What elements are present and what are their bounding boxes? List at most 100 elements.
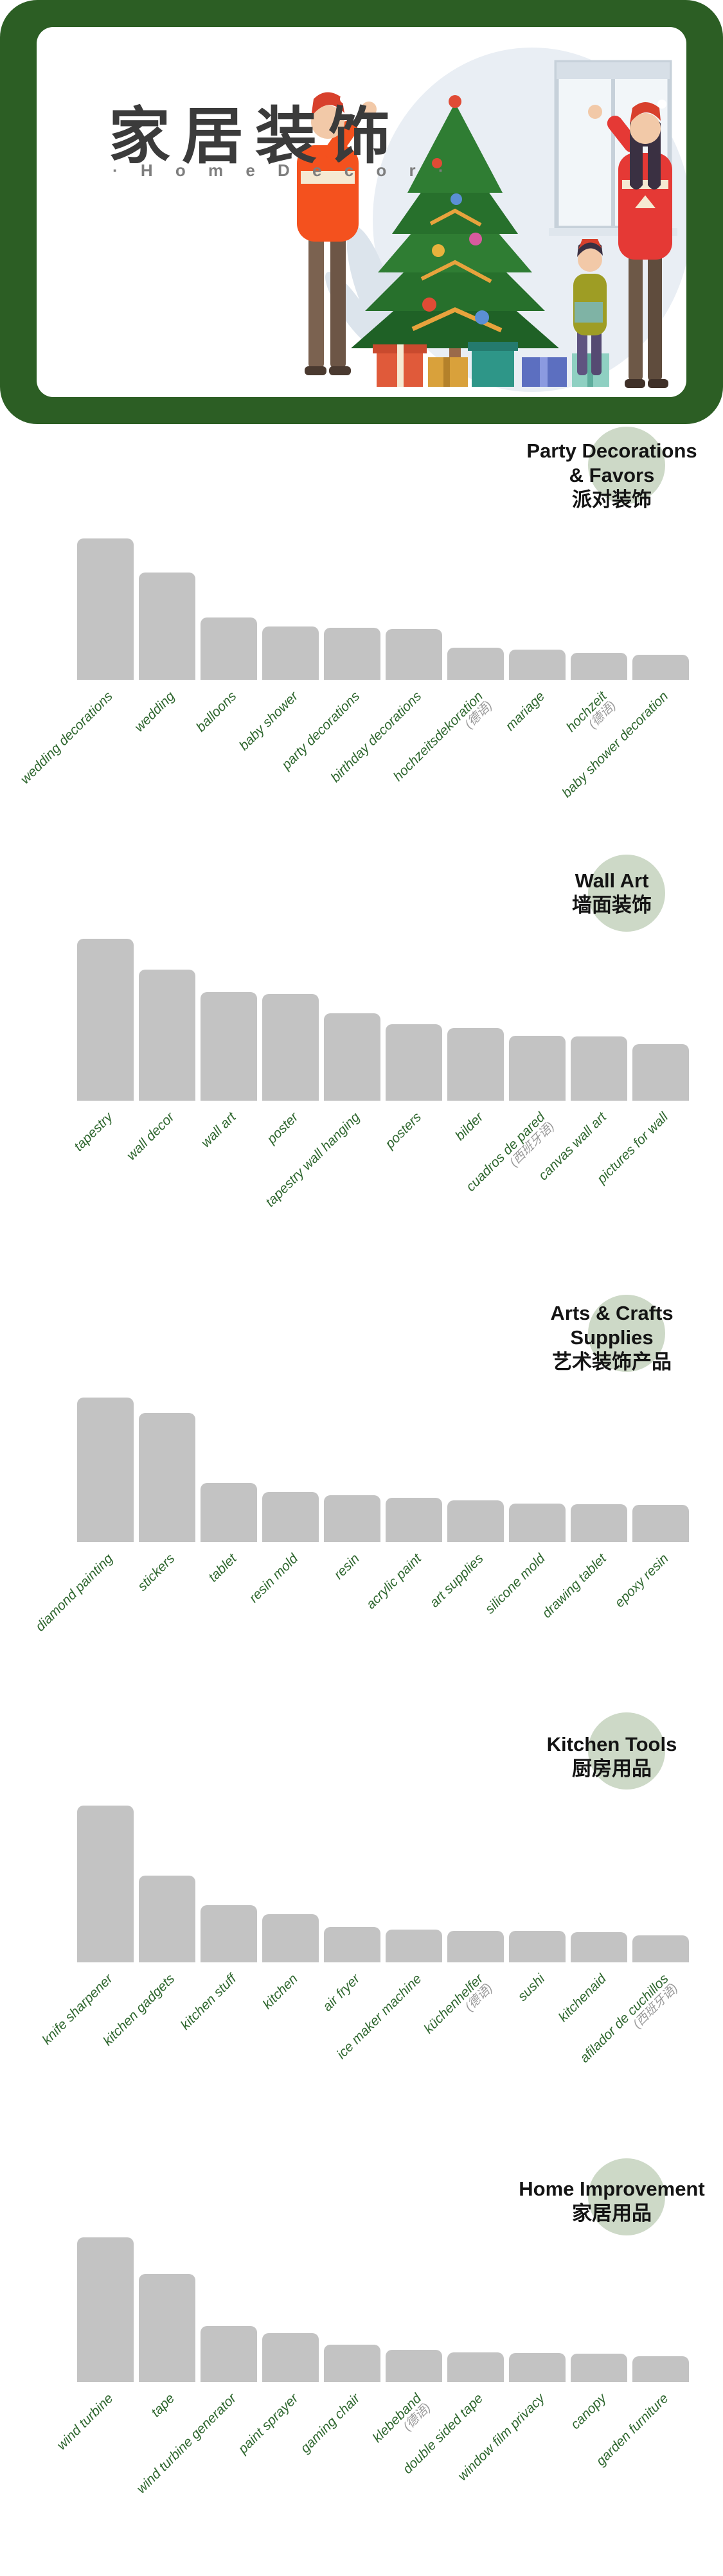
x-label-term: hochzeitsdekoration bbox=[390, 689, 486, 785]
x-label-term: birthday decorations bbox=[328, 689, 425, 785]
section-title-line: Kitchen Tools bbox=[546, 1733, 677, 1755]
bar bbox=[571, 653, 627, 680]
x-label-text: kitchen bbox=[260, 1971, 301, 2012]
x-label: balloons bbox=[0, 689, 240, 735]
bars-row-0 bbox=[77, 506, 689, 680]
section-title-3: Kitchen Tools 厨房用品 bbox=[470, 1732, 723, 1781]
section-title-2: Arts & Crafts Supplies 艺术装饰产品 bbox=[470, 1301, 723, 1374]
x-label-text: wind turbine bbox=[54, 2391, 116, 2453]
x-label-text: air fryer bbox=[320, 1971, 363, 2014]
x-label-term: pictures for wall bbox=[594, 1110, 672, 1187]
x-label-text: wind turbine generator bbox=[134, 2391, 239, 2496]
bar bbox=[201, 992, 257, 1101]
x-label-text: tapestry wall hanging bbox=[262, 1110, 362, 1210]
x-label-text: klebeband (德语) bbox=[370, 2391, 434, 2455]
x-label: wind turbine bbox=[0, 2391, 116, 2453]
bar bbox=[571, 1932, 627, 1962]
x-label-text: tape bbox=[148, 2391, 177, 2420]
x-label-text: epoxy resin bbox=[612, 1551, 671, 1610]
x-label-text: birthday decorations bbox=[328, 689, 424, 785]
gift-boxes-icon bbox=[373, 342, 609, 387]
x-label: stickers bbox=[0, 1551, 178, 1594]
x-label: baby shower decoration bbox=[391, 689, 671, 801]
x-label: resin mold bbox=[21, 1551, 301, 1606]
section-title-line: Wall Art bbox=[575, 869, 649, 892]
bar bbox=[447, 1500, 504, 1542]
x-label: wind turbine generator bbox=[0, 2391, 239, 2496]
x-label: kitchenaid bbox=[329, 1971, 609, 2025]
bars-row-2 bbox=[77, 1369, 689, 1542]
x-label-term: canopy bbox=[568, 2391, 610, 2433]
x-label-term: bilder bbox=[452, 1110, 486, 1144]
bar bbox=[139, 970, 195, 1101]
x-label: art supplies bbox=[206, 1551, 486, 1610]
x-label-term: wall art bbox=[198, 1110, 240, 1151]
x-label-text: baby shower bbox=[237, 689, 301, 754]
x-label: wall decor bbox=[0, 1110, 177, 1163]
section-title-line: Home Improvement bbox=[519, 2178, 705, 2200]
bar bbox=[447, 1028, 504, 1101]
x-label-term: cuadros de pared bbox=[463, 1110, 548, 1195]
x-label: canvas wall art bbox=[329, 1110, 609, 1183]
x-label-term: tablet bbox=[205, 1551, 240, 1585]
x-label-text: afilador de cuchillos (西班牙语) bbox=[577, 1971, 681, 2075]
man-figure-icon bbox=[297, 92, 377, 375]
x-label-term: resin bbox=[331, 1551, 363, 1583]
x-label-term: diamond painting bbox=[32, 1551, 116, 1635]
x-label-term: wedding bbox=[131, 689, 178, 735]
x-label-term: mariage bbox=[503, 689, 548, 734]
x-label-language-annotation: (德语) bbox=[462, 1981, 495, 2014]
x-label-text: poster bbox=[264, 1110, 301, 1147]
bar bbox=[632, 1044, 689, 1101]
bar bbox=[571, 1036, 627, 1101]
x-label-text: tapestry bbox=[71, 1110, 116, 1154]
bar bbox=[386, 1498, 442, 1542]
x-label-text: canopy bbox=[568, 2391, 609, 2432]
x-label-term: gaming chair bbox=[297, 2391, 363, 2456]
x-label-language-annotation: (西班牙语) bbox=[630, 1981, 681, 2032]
bar bbox=[324, 2345, 380, 2382]
bar bbox=[386, 2350, 442, 2382]
header-subtitle: · H o m e D e c o r · bbox=[112, 161, 453, 180]
x-label: kitchen stuff bbox=[0, 1971, 240, 2033]
section-title-circle bbox=[588, 855, 665, 932]
x-label: diamond painting bbox=[0, 1551, 116, 1634]
bar bbox=[386, 1930, 442, 1962]
bar bbox=[262, 2333, 319, 2382]
bar bbox=[632, 655, 689, 680]
x-label: canopy bbox=[329, 2391, 609, 2432]
woman-figure-icon bbox=[588, 100, 672, 388]
x-label-text: baby shower decoration bbox=[559, 689, 671, 801]
x-label: paint sprayer bbox=[21, 2391, 301, 2456]
x-label-text: mariage bbox=[503, 689, 548, 734]
x-label: double sided tape bbox=[206, 2391, 486, 2477]
bar bbox=[509, 2353, 566, 2382]
bar bbox=[386, 629, 442, 680]
x-label: resin bbox=[82, 1551, 362, 1582]
x-label-term: silicone mold bbox=[482, 1551, 548, 1617]
x-label-term: kitchen stuff bbox=[177, 1971, 240, 2033]
x-label-text: resin mold bbox=[246, 1551, 301, 1606]
bar bbox=[201, 1905, 257, 1962]
section-title-0: Party Decorations & Favors 派对装饰 bbox=[470, 439, 723, 512]
section-title-circle bbox=[588, 1712, 665, 1790]
x-label: hochzeit (德语) bbox=[329, 689, 619, 735]
x-label-term: canvas wall art bbox=[535, 1110, 610, 1184]
x-label-text: garden furniture bbox=[593, 2391, 671, 2469]
bar bbox=[324, 1495, 380, 1542]
bar bbox=[509, 1504, 566, 1542]
bar bbox=[262, 626, 319, 680]
x-label-term: double sided tape bbox=[400, 2391, 486, 2477]
bar bbox=[509, 650, 566, 680]
x-label: window film privacy bbox=[267, 2391, 548, 2483]
x-label-text: hochzeit (德语) bbox=[564, 689, 619, 744]
x-label-text: balloons bbox=[193, 689, 240, 735]
x-label: birthday decorations bbox=[144, 689, 424, 785]
x-label-term: drawing tablet bbox=[539, 1551, 610, 1621]
x-label: sushi bbox=[267, 1971, 548, 2004]
x-label: tapestry wall hanging bbox=[82, 1110, 362, 1210]
x-label-language-annotation: (西班牙语) bbox=[506, 1119, 557, 1170]
x-label-term: stickers bbox=[134, 1551, 178, 1594]
x-label-text: kitchenaid bbox=[556, 1971, 609, 2025]
